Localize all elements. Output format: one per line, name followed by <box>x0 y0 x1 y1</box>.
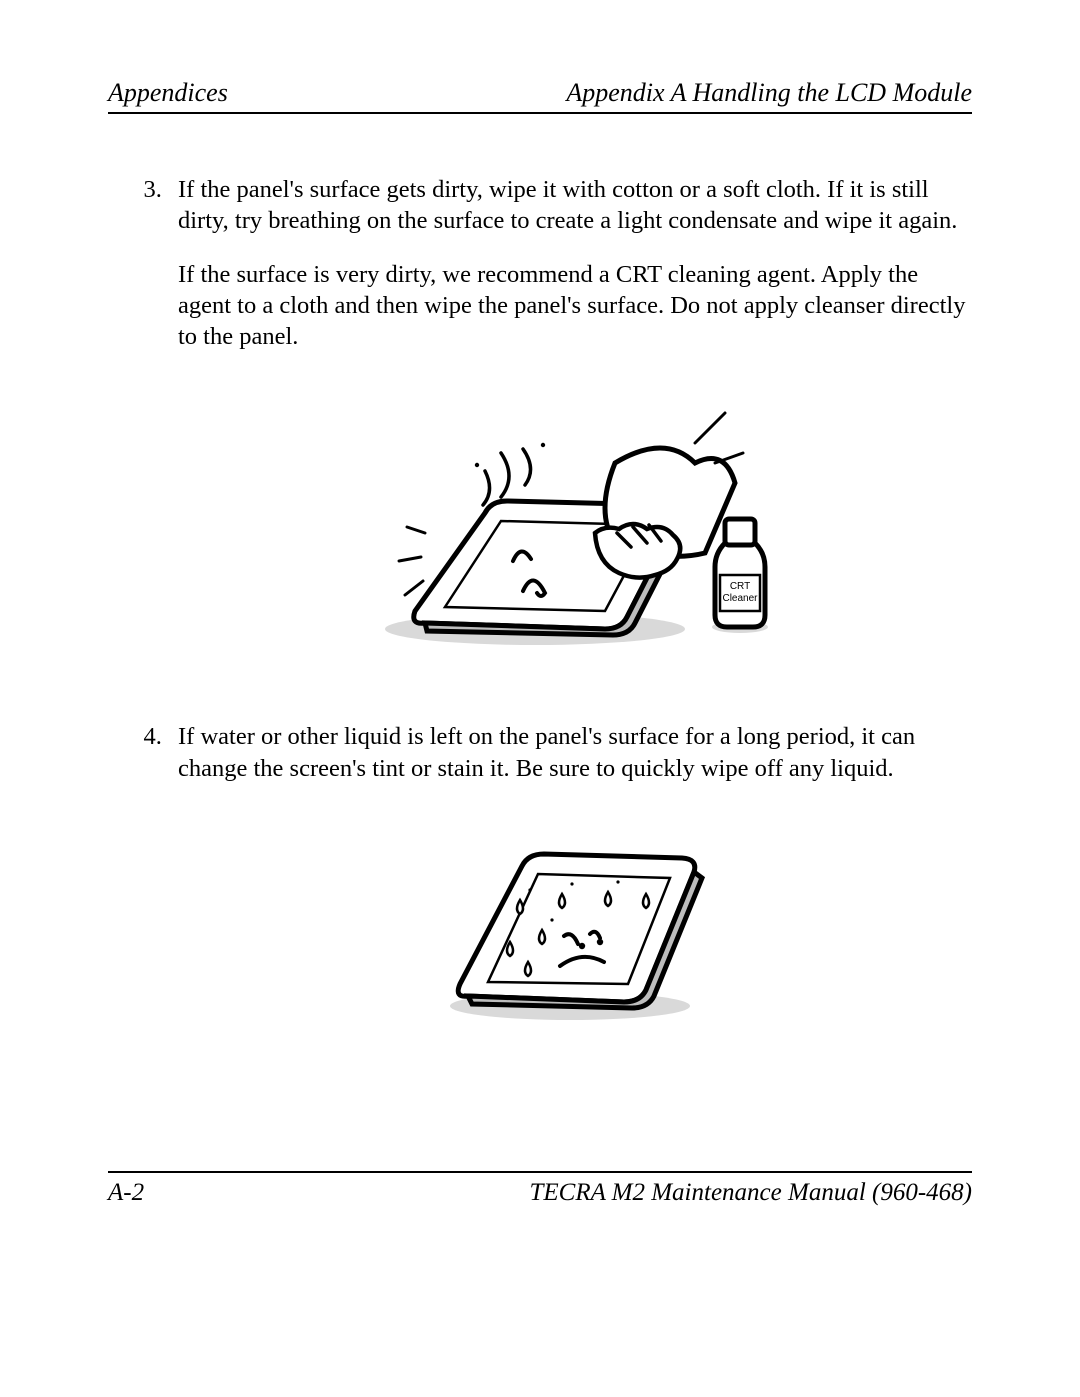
instruction-3-para1: If the panel's surface gets dirty, wipe … <box>178 176 957 234</box>
page: Appendices Appendix A Handling the LCD M… <box>0 0 1080 1397</box>
footer-page-number: A-2 <box>108 1179 144 1207</box>
header-right: Appendix A Handling the LCD Module <box>566 78 972 108</box>
liquid-illustration-icon <box>430 824 720 1034</box>
instruction-item-4: If water or other liquid is left on the … <box>168 721 972 1042</box>
bottle-label-line2: Cleaner <box>722 593 758 604</box>
figure-cleaning: CRT Cleaner <box>178 393 972 681</box>
bottle-label-line1: CRT <box>730 581 750 592</box>
footer-manual-title: TECRA M2 Maintenance Manual (960-468) <box>529 1179 972 1207</box>
header-left: Appendices <box>108 78 228 108</box>
instruction-4-para1: If water or other liquid is left on the … <box>178 723 915 781</box>
page-header: Appendices Appendix A Handling the LCD M… <box>108 78 972 114</box>
instruction-3-para2: If the surface is very dirty, we recomme… <box>178 259 972 353</box>
figure-liquid <box>178 824 972 1042</box>
instruction-list: If the panel's surface gets dirty, wipe … <box>148 174 972 1042</box>
cleaning-illustration-icon: CRT Cleaner <box>365 393 785 673</box>
instruction-item-3: If the panel's surface gets dirty, wipe … <box>168 174 972 681</box>
page-footer: A-2 TECRA M2 Maintenance Manual (960-468… <box>108 1171 972 1207</box>
